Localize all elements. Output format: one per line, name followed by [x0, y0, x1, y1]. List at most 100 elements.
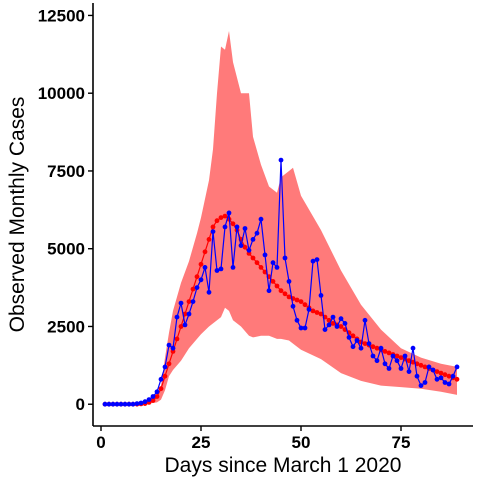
- fitted-point: [394, 353, 400, 359]
- observed-point: [442, 380, 448, 385]
- fitted-point: [230, 221, 236, 227]
- observed-point: [186, 311, 192, 317]
- observed-point: [374, 358, 380, 364]
- observed-point: [402, 353, 408, 359]
- observed-point: [190, 299, 196, 304]
- observed-point: [350, 344, 356, 350]
- observed-point: [214, 268, 220, 273]
- observed-point: [438, 375, 444, 381]
- y-tick-label: 5000: [47, 240, 85, 259]
- observed-point: [118, 401, 124, 407]
- observed-point: [322, 327, 328, 332]
- observed-point: [142, 399, 148, 405]
- fitted-point: [206, 237, 212, 242]
- observed-point: [126, 401, 132, 407]
- fitted-point: [274, 283, 280, 289]
- observed-point: [266, 288, 272, 294]
- observed-series-layer: [102, 157, 460, 407]
- y-tick-label: 2500: [47, 317, 85, 336]
- fitted-point: [362, 341, 368, 346]
- observed-point: [434, 376, 440, 382]
- fitted-point: [446, 373, 452, 379]
- fitted-point: [158, 386, 164, 392]
- observed-point: [194, 285, 200, 290]
- y-axis-title: Observed Monthly Cases: [6, 97, 29, 333]
- observed-point: [418, 383, 424, 388]
- observed-point: [370, 353, 376, 359]
- fitted-point: [350, 333, 356, 339]
- fitted-point: [382, 349, 388, 354]
- fitted-point: [174, 336, 180, 342]
- fitted-point: [434, 369, 440, 374]
- observed-point: [426, 364, 432, 370]
- observed-point: [270, 260, 276, 266]
- observed-point: [326, 322, 332, 328]
- observed-point: [366, 341, 372, 346]
- confidence-band-layer: [105, 31, 457, 405]
- observed-point: [110, 401, 116, 407]
- fitted-point: [162, 373, 168, 379]
- observed-point: [242, 226, 248, 231]
- observed-point: [362, 317, 368, 323]
- observed-point: [202, 265, 208, 270]
- observed-point: [342, 321, 348, 326]
- observed-point: [382, 361, 388, 367]
- observed-point: [218, 266, 224, 272]
- observed-point: [302, 325, 308, 331]
- fitted-point: [442, 372, 448, 378]
- fitted-point: [166, 361, 172, 367]
- observed-point: [298, 325, 304, 331]
- fitted-point: [210, 224, 216, 230]
- fitted-point: [318, 311, 324, 317]
- fitted-point: [178, 324, 184, 329]
- fitted-point: [286, 294, 292, 300]
- observed-point: [278, 157, 284, 163]
- observed-point: [314, 257, 320, 262]
- observed-point: [306, 307, 312, 312]
- fitted-point: [222, 213, 228, 219]
- observed-point: [138, 400, 144, 406]
- observed-point: [290, 303, 296, 309]
- observed-point: [410, 345, 416, 351]
- observed-point: [114, 401, 120, 407]
- observed-point: [398, 366, 404, 371]
- observed-point: [250, 237, 256, 242]
- observed-point: [274, 265, 280, 270]
- observed-point: [170, 345, 176, 351]
- observed-point: [346, 335, 352, 340]
- observed-point: [106, 401, 112, 407]
- observed-point: [162, 364, 168, 370]
- observed-point: [254, 230, 260, 236]
- fitted-point: [270, 279, 276, 284]
- observed-point: [134, 401, 140, 406]
- observed-point: [294, 317, 300, 323]
- fitted-point: [294, 297, 300, 303]
- fitted-point: [202, 249, 208, 255]
- observed-point: [182, 322, 188, 328]
- axes-layer: 0 2500 5000 7500 10000 12500 0 25 50 75 Days since…: [6, 3, 473, 477]
- fitted-point: [150, 398, 156, 403]
- observed-point: [238, 243, 244, 249]
- observed-point: [158, 376, 164, 382]
- fitted-point: [242, 244, 248, 250]
- fitted-point: [254, 260, 260, 266]
- observed-point: [174, 314, 180, 320]
- fitted-point: [370, 344, 376, 350]
- y-tick-label: 0: [76, 395, 85, 414]
- fitted-point: [298, 299, 304, 304]
- observed-point: [446, 381, 452, 387]
- y-tick-label: 12500: [38, 6, 85, 25]
- observed-point: [246, 247, 252, 253]
- x-tick-label: 75: [392, 433, 411, 452]
- fitted-point: [418, 362, 424, 368]
- observed-point: [282, 255, 288, 261]
- fitted-point: [338, 324, 344, 329]
- observed-point: [330, 314, 336, 320]
- observed-point: [414, 373, 420, 379]
- observed-point: [318, 293, 324, 298]
- observed-point: [198, 277, 204, 283]
- observed-point: [210, 229, 216, 235]
- x-tick-label: 25: [192, 433, 211, 452]
- fitted-point: [214, 218, 220, 224]
- fitted-point: [410, 359, 416, 365]
